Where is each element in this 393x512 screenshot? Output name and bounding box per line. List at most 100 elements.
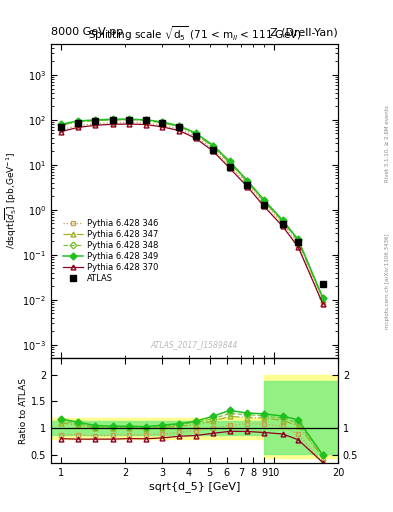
Pythia 6.428 347	[296, 238, 301, 244]
Pythia 6.428 347	[321, 297, 325, 303]
Pythia 6.428 347	[193, 131, 198, 137]
Text: mcplots.cern.ch [arXiv:1306.3436]: mcplots.cern.ch [arXiv:1306.3436]	[385, 234, 389, 329]
Pythia 6.428 349	[296, 237, 301, 243]
Pythia 6.428 370	[262, 203, 266, 209]
Line: ATLAS: ATLAS	[58, 117, 326, 288]
Pythia 6.428 370	[127, 121, 132, 127]
Pythia 6.428 346	[280, 220, 285, 226]
Pythia 6.428 349	[211, 142, 216, 148]
Text: Rivet 3.1.10, ≥ 2.6M events: Rivet 3.1.10, ≥ 2.6M events	[385, 105, 389, 182]
ATLAS	[193, 133, 198, 139]
Pythia 6.428 348	[59, 122, 63, 128]
Pythia 6.428 348	[262, 198, 266, 204]
Pythia 6.428 349	[245, 178, 250, 184]
Pythia 6.428 349	[227, 158, 232, 164]
Pythia 6.428 348	[245, 178, 250, 184]
Pythia 6.428 348	[211, 143, 216, 150]
Pythia 6.428 347	[211, 144, 216, 150]
Pythia 6.428 370	[211, 148, 216, 155]
Pythia 6.428 349	[160, 119, 165, 125]
Pythia 6.428 349	[177, 123, 182, 129]
Pythia 6.428 347	[127, 117, 132, 123]
Text: ATLAS_2017_I1589844: ATLAS_2017_I1589844	[151, 340, 238, 349]
Pythia 6.428 346	[227, 163, 232, 169]
Pythia 6.428 346	[143, 120, 148, 126]
Pythia 6.428 348	[296, 238, 301, 244]
Pythia 6.428 348	[75, 118, 80, 124]
Pythia 6.428 370	[245, 183, 250, 189]
Pythia 6.428 346	[75, 122, 80, 129]
Pythia 6.428 349	[127, 116, 132, 122]
Pythia 6.428 370	[227, 165, 232, 171]
ATLAS	[296, 239, 301, 245]
Line: Pythia 6.428 349: Pythia 6.428 349	[59, 117, 325, 301]
Pythia 6.428 349	[143, 117, 148, 123]
Pythia 6.428 346	[59, 127, 63, 133]
Pythia 6.428 347	[59, 122, 63, 129]
Pythia 6.428 348	[280, 218, 285, 224]
Pythia 6.428 348	[321, 295, 325, 301]
Pythia 6.428 346	[93, 121, 97, 127]
ATLAS	[280, 221, 285, 227]
Pythia 6.428 346	[296, 242, 301, 248]
Text: 8000 GeV pp: 8000 GeV pp	[51, 27, 123, 37]
ATLAS	[93, 118, 97, 124]
Pythia 6.428 370	[59, 129, 63, 135]
Y-axis label: Ratio to ATLAS: Ratio to ATLAS	[19, 378, 28, 444]
Pythia 6.428 370	[321, 301, 325, 307]
ATLAS	[227, 164, 232, 170]
Line: Pythia 6.428 347: Pythia 6.428 347	[59, 118, 325, 302]
ATLAS	[75, 120, 80, 126]
Pythia 6.428 370	[93, 122, 97, 129]
ATLAS	[177, 124, 182, 131]
Pythia 6.428 346	[245, 181, 250, 187]
Pythia 6.428 348	[110, 117, 115, 123]
Line: Pythia 6.428 348: Pythia 6.428 348	[59, 117, 325, 301]
ATLAS	[321, 282, 325, 288]
Pythia 6.428 347	[280, 219, 285, 225]
ATLAS	[245, 182, 250, 188]
Pythia 6.428 349	[193, 130, 198, 136]
Pythia 6.428 370	[143, 121, 148, 127]
Pythia 6.428 349	[110, 116, 115, 122]
ATLAS	[110, 117, 115, 123]
Pythia 6.428 349	[262, 197, 266, 203]
Pythia 6.428 346	[177, 126, 182, 132]
Pythia 6.428 348	[127, 117, 132, 123]
Pythia 6.428 370	[75, 124, 80, 131]
ATLAS	[59, 124, 63, 131]
Title: Splitting scale $\sqrt{\mathregular{d}_5}$ (71 < m$_{ll}$ < 111 GeV): Splitting scale $\sqrt{\mathregular{d}_5…	[88, 25, 301, 44]
Pythia 6.428 348	[143, 117, 148, 123]
ATLAS	[127, 117, 132, 123]
Legend: Pythia 6.428 346, Pythia 6.428 347, Pythia 6.428 348, Pythia 6.428 349, Pythia 6: Pythia 6.428 346, Pythia 6.428 347, Pyth…	[61, 217, 160, 285]
Pythia 6.428 370	[110, 121, 115, 127]
Pythia 6.428 346	[321, 301, 325, 307]
Text: Z (Drell-Yan): Z (Drell-Yan)	[270, 27, 338, 37]
Pythia 6.428 349	[59, 121, 63, 127]
Pythia 6.428 348	[177, 123, 182, 129]
Pythia 6.428 349	[280, 217, 285, 223]
Line: Pythia 6.428 370: Pythia 6.428 370	[59, 122, 325, 307]
Pythia 6.428 346	[127, 119, 132, 125]
Pythia 6.428 348	[160, 119, 165, 125]
Pythia 6.428 347	[245, 179, 250, 185]
Pythia 6.428 348	[193, 131, 198, 137]
X-axis label: sqrt{d_5} [GeV]: sqrt{d_5} [GeV]	[149, 481, 240, 492]
ATLAS	[262, 202, 266, 208]
Line: Pythia 6.428 346: Pythia 6.428 346	[59, 120, 325, 307]
ATLAS	[211, 146, 216, 153]
Pythia 6.428 370	[296, 244, 301, 250]
Pythia 6.428 346	[160, 122, 165, 129]
Pythia 6.428 347	[143, 117, 148, 123]
Pythia 6.428 347	[93, 118, 97, 124]
Pythia 6.428 346	[211, 146, 216, 153]
Pythia 6.428 346	[262, 200, 266, 206]
ATLAS	[160, 120, 165, 126]
Pythia 6.428 347	[262, 198, 266, 204]
Pythia 6.428 348	[93, 117, 97, 123]
Pythia 6.428 349	[93, 117, 97, 123]
Pythia 6.428 370	[177, 127, 182, 134]
Pythia 6.428 370	[193, 135, 198, 141]
Pythia 6.428 370	[280, 223, 285, 229]
Y-axis label: d$\sigma$
/dsqrt[$\overline{d_5}$] [pb,GeV$^{-1}$]: d$\sigma$ /dsqrt[$\overline{d_5}$] [pb,G…	[0, 153, 20, 249]
